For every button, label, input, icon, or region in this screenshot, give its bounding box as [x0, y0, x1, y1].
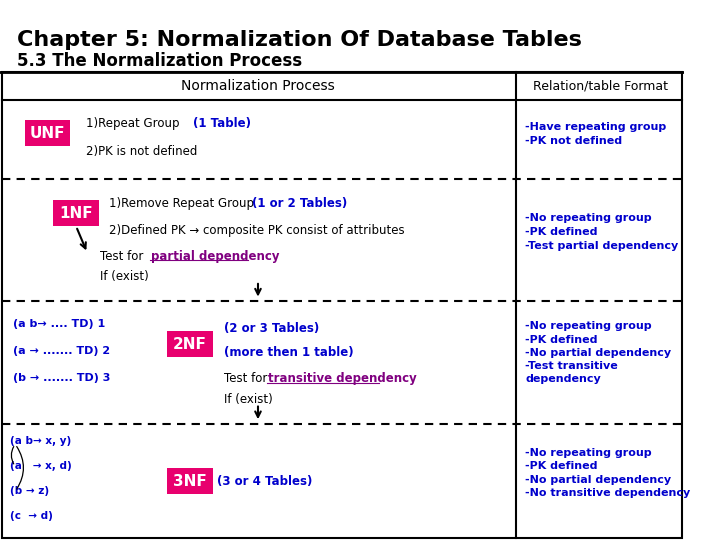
Text: 3NF: 3NF: [174, 474, 207, 489]
Text: (more then 1 table): (more then 1 table): [224, 347, 354, 360]
Bar: [2, 72, 683, 538]
Text: Test for: Test for: [100, 249, 147, 262]
Text: -No repeating group
-PK defined
-No partial dependency
-Test transitive
dependen: -No repeating group -PK defined -No part…: [526, 321, 672, 384]
Text: If (exist): If (exist): [224, 393, 273, 406]
Text: 2NF: 2NF: [173, 337, 207, 352]
Text: (a b→ .... TD) 1: (a b→ .... TD) 1: [13, 319, 106, 328]
Text: (b → ....... TD) 3: (b → ....... TD) 3: [13, 373, 111, 382]
Text: (c  → d): (c → d): [9, 511, 53, 521]
Text: UNF: UNF: [30, 126, 66, 140]
Text: (a   → x, d): (a → x, d): [9, 461, 71, 471]
Text: (1 Table): (1 Table): [193, 117, 251, 130]
Text: (a b→ x, y): (a b→ x, y): [9, 436, 71, 446]
Text: -Have repeating group
-PK not defined: -Have repeating group -PK not defined: [526, 123, 667, 146]
Bar: [53, 200, 99, 226]
Text: partial dependency: partial dependency: [151, 249, 279, 262]
Text: Chapter 5: Normalization Of Database Tables: Chapter 5: Normalization Of Database Tab…: [17, 30, 582, 50]
Bar: [167, 468, 213, 494]
Text: 2)Defined PK → composite PK consist of attributes: 2)Defined PK → composite PK consist of a…: [109, 224, 405, 237]
Bar: [24, 120, 71, 146]
Text: Test for: Test for: [224, 372, 271, 385]
Text: (2 or 3 Tables): (2 or 3 Tables): [224, 322, 320, 335]
Text: (a → ....... TD) 2: (a → ....... TD) 2: [13, 346, 110, 355]
Text: (b → z): (b → z): [9, 487, 49, 496]
Text: Relation/table Format: Relation/table Format: [533, 79, 667, 92]
Text: 5.3 The Normalization Process: 5.3 The Normalization Process: [17, 52, 302, 70]
Text: 1)Remove Repeat Group: 1)Remove Repeat Group: [109, 197, 262, 210]
Text: (1 or 2 Tables): (1 or 2 Tables): [252, 197, 347, 210]
Text: -No repeating group
-PK defined
-No partial dependency
-No transitive dependency: -No repeating group -PK defined -No part…: [526, 448, 690, 498]
Bar: [167, 332, 213, 357]
Text: 2)PK is not defined: 2)PK is not defined: [86, 145, 197, 158]
Text: Normalization Process: Normalization Process: [181, 79, 335, 93]
Text: transitive dependency: transitive dependency: [268, 372, 417, 385]
Text: (3 or 4 Tables): (3 or 4 Tables): [217, 475, 312, 488]
Text: 1NF: 1NF: [59, 206, 93, 221]
Text: If (exist): If (exist): [100, 271, 148, 284]
Text: 1)Repeat Group: 1)Repeat Group: [86, 117, 186, 130]
Text: -No repeating group
-PK defined
-Test partial dependency: -No repeating group -PK defined -Test pa…: [526, 213, 679, 251]
